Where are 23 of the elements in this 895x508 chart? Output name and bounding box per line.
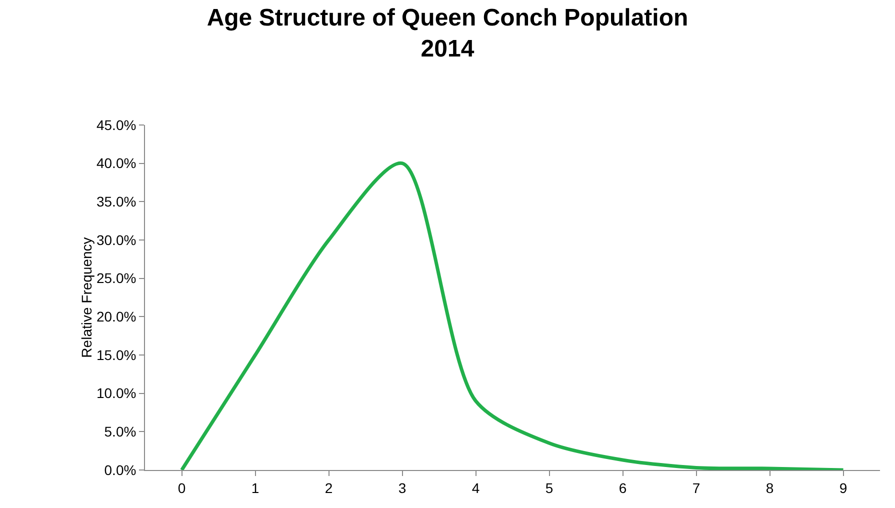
x-tick-label: 0 (178, 480, 186, 496)
x-tick-label: 5 (545, 480, 554, 496)
y-tick-label: 25.0% (96, 270, 136, 286)
chart-title: Age Structure of Queen Conch Population 2014 (206, 4, 688, 63)
y-tick-label: 15.0% (96, 346, 136, 363)
y-tick-label: 0.0% (104, 462, 136, 478)
x-tick-label: 4 (472, 480, 480, 496)
y-tick-label: 35.0% (96, 194, 136, 210)
y-tick-label: 40.0% (96, 155, 136, 172)
x-tick-label: 9 (839, 480, 848, 496)
y-tick-label: 30.0% (96, 232, 136, 248)
x-tick-label: 8 (766, 480, 774, 496)
y-tick-label: 45.0% (96, 116, 136, 133)
x-tick-label: 1 (251, 480, 260, 496)
x-tick-label: 6 (618, 480, 627, 496)
x-tick-label: 7 (692, 480, 700, 496)
x-tick-label: 3 (398, 480, 406, 496)
y-axis-title: Relative Frequency (78, 237, 94, 358)
y-tick-label: 5.0% (104, 424, 136, 440)
y-tick-label: 20.0% (96, 308, 136, 325)
line-series (180, 162, 845, 470)
y-tick-label: 10.0% (96, 385, 136, 402)
x-tick-label: 2 (324, 480, 333, 496)
